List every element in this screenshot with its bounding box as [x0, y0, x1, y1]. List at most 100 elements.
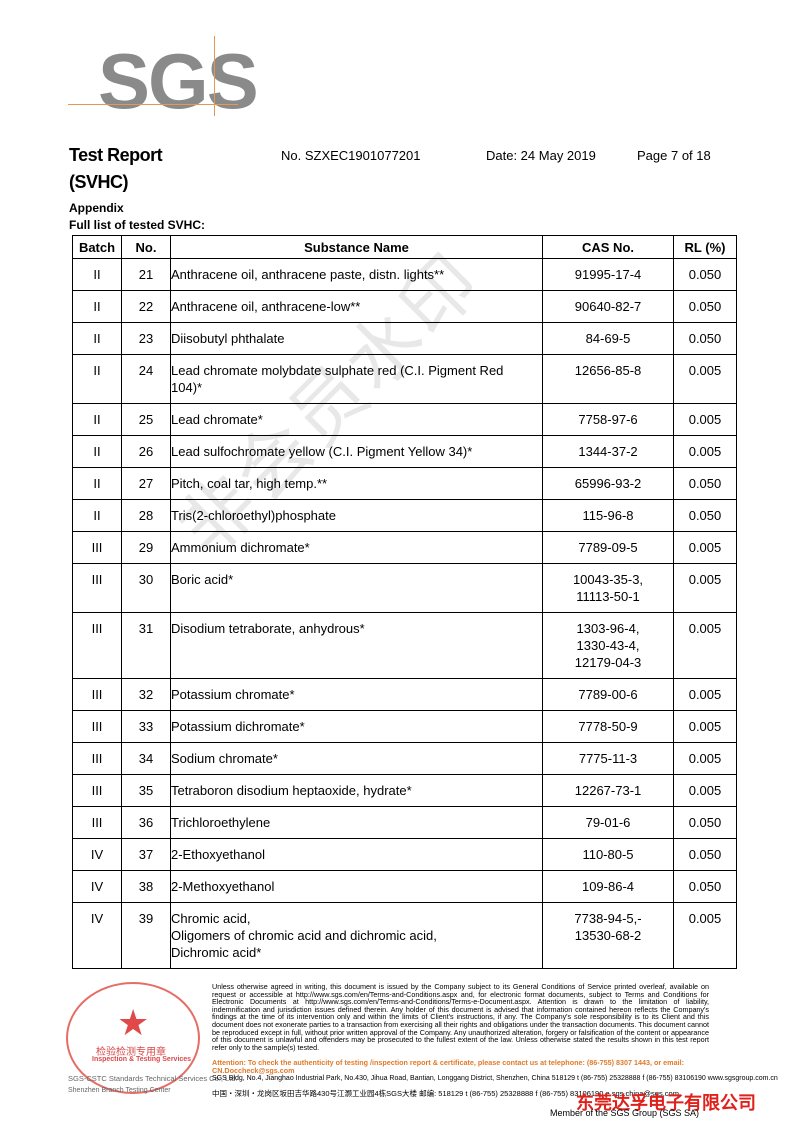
table-cell: 0.050	[673, 322, 737, 355]
table-cell: IV	[72, 870, 122, 903]
cell-line: 91995-17-4	[574, 267, 642, 282]
cell-line: Diisobutyl phthalate	[171, 331, 285, 346]
table-row: III 34 Sodium chromate* 7775-11-3 0.005	[72, 742, 737, 775]
member-line: Member of the SGS Group (SGS SA)	[550, 1108, 700, 1118]
cell-line: 65996-93-2	[574, 476, 642, 491]
table-cell: 79-01-6	[542, 806, 674, 839]
table-cell: 39	[121, 902, 171, 969]
logo-rule	[68, 104, 238, 105]
table-row: III 35 Tetraboron disodium heptaoxide, hyd…	[72, 774, 737, 807]
column-header: Substance Name	[170, 235, 543, 259]
table-cell: 25	[121, 403, 171, 436]
table-cell: Tetraboron disodium heptaoxide, hydrate*	[170, 774, 543, 807]
table-cell: 26	[121, 435, 171, 468]
table-cell: 7775-11-3	[542, 742, 674, 775]
table-cell: 90640-82-7	[542, 290, 674, 323]
table-cell: 0.005	[673, 774, 737, 807]
table-cell: III	[72, 563, 122, 613]
table-row: IV 37 2-Ethoxyethanol 110-80-5 0.050	[72, 838, 737, 871]
table-cell: Diisobutyl phthalate	[170, 322, 543, 355]
report-subtitle: (SVHC)	[69, 172, 129, 192]
table-cell: Anthracene oil, anthracene paste, distn.…	[170, 258, 543, 291]
cell-line: 110-80-5	[582, 847, 634, 862]
table-cell: 2-Ethoxyethanol	[170, 838, 543, 871]
table-cell: II	[72, 354, 122, 404]
table-cell: 0.050	[673, 258, 737, 291]
table-cell: III	[72, 612, 122, 679]
table-cell: 0.050	[673, 290, 737, 323]
table-cell: Disodium tetraborate, anhydrous*	[170, 612, 543, 679]
table-cell: 38	[121, 870, 171, 903]
cell-line: Lead chromate molybdate sulphate red (C.…	[171, 363, 504, 378]
table-cell: 21	[121, 258, 171, 291]
table-cell: 28	[121, 499, 171, 532]
table-cell: 0.005	[673, 435, 737, 468]
table-cell: 0.005	[673, 902, 737, 969]
cell-line: 1344-37-2	[578, 444, 638, 459]
table-cell: 24	[121, 354, 171, 404]
cell-line: 11113-50-1	[576, 589, 640, 604]
table-cell: 32	[121, 678, 171, 711]
disclaimer: Unless otherwise agreed in writing, this…	[212, 982, 709, 1052]
table-cell: 12267-73-1	[542, 774, 674, 807]
table-cell: 1303-96-4, 1330-43-4, 12179-04-3	[542, 612, 674, 679]
cell-line: Lead sulfochromate yellow (C.I. Pigment …	[171, 444, 473, 459]
cell-line: Disodium tetraborate, anhydrous*	[171, 621, 365, 636]
column-header: No.	[121, 235, 171, 259]
company-name: SGS-CSTC Standards Technical Services Co…	[68, 1074, 238, 1083]
table-cell: Potassium dichromate*	[170, 710, 543, 743]
table-row: III 32 Potassium chromate* 7789-00-6 0.005	[72, 678, 737, 711]
table-cell: III	[72, 710, 122, 743]
table-cell: II	[72, 499, 122, 532]
table-row: II 23 Diisobutyl phthalate 84-69-5 0.050	[72, 322, 737, 355]
table-cell: 0.005	[673, 710, 737, 743]
table-cell: II	[72, 435, 122, 468]
table-cell: 10043-35-3, 11113-50-1	[542, 563, 674, 613]
cell-line: 115-96-8	[582, 508, 634, 523]
table-row: III 30 Boric acid* 10043-35-3, 11113-50-1 0.0…	[72, 563, 737, 613]
table-body: II 21 Anthracene oil, anthracene paste, di…	[72, 258, 737, 969]
cell-line: Anthracene oil, anthracene paste, distn.…	[171, 267, 445, 282]
column-header: Batch	[72, 235, 122, 259]
table-cell: II	[72, 403, 122, 436]
cell-line: 12656-85-8	[574, 363, 642, 378]
table-cell: 35	[121, 774, 171, 807]
table-cell: 91995-17-4	[542, 258, 674, 291]
table-cell: II	[72, 290, 122, 323]
table-cell: 0.005	[673, 612, 737, 679]
column-header: CAS No.	[542, 235, 674, 259]
table-row: III 31 Disodium tetraborate, anhydrous* 130…	[72, 612, 737, 679]
table-row: IV 38 2-Methoxyethanol 109-86-4 0.050	[72, 870, 737, 903]
table-cell: 84-69-5	[542, 322, 674, 355]
cell-line: Tris(2-chloroethyl)phosphate	[171, 508, 336, 523]
cell-line: 7758-97-6	[578, 412, 638, 427]
table-cell: Chromic acid, Oligomers of chromic acid a…	[170, 902, 543, 969]
cell-line: Lead chromate*	[171, 412, 263, 427]
table-cell: 7778-50-9	[542, 710, 674, 743]
table-cell: III	[72, 531, 122, 564]
table-row: II 28 Tris(2-chloroethyl)phosphate 115-96-8…	[72, 499, 737, 532]
table-cell: IV	[72, 902, 122, 969]
cell-line: 12179-04-3	[574, 655, 642, 670]
section-subtitle: Full list of tested SVHC:	[69, 218, 206, 232]
table-cell: 65996-93-2	[542, 467, 674, 500]
table-cell: 7738-94-5,- 13530-68-2	[542, 902, 674, 969]
logo-rule	[214, 36, 215, 116]
table-cell: 0.005	[673, 742, 737, 775]
table-cell: 0.050	[673, 838, 737, 871]
page-number: Page 7 of 18	[637, 148, 711, 163]
stamp-text: 检验检测专用章	[96, 1047, 166, 1058]
table-cell: III	[72, 806, 122, 839]
stamp-text: Inspection & Testing Services	[92, 1056, 192, 1063]
table-cell: 0.050	[673, 806, 737, 839]
cell-line: 12267-73-1	[574, 783, 642, 798]
table-cell: 0.050	[673, 870, 737, 903]
cell-line: 2-Methoxyethanol	[171, 879, 275, 894]
table-cell: 7758-97-6	[542, 403, 674, 436]
table-cell: Tris(2-chloroethyl)phosphate	[170, 499, 543, 532]
cell-line: 79-01-6	[585, 815, 631, 830]
table-row: II 27 Pitch, coal tar, high temp.** 65996-9…	[72, 467, 737, 500]
cell-line: 7775-11-3	[578, 751, 638, 766]
